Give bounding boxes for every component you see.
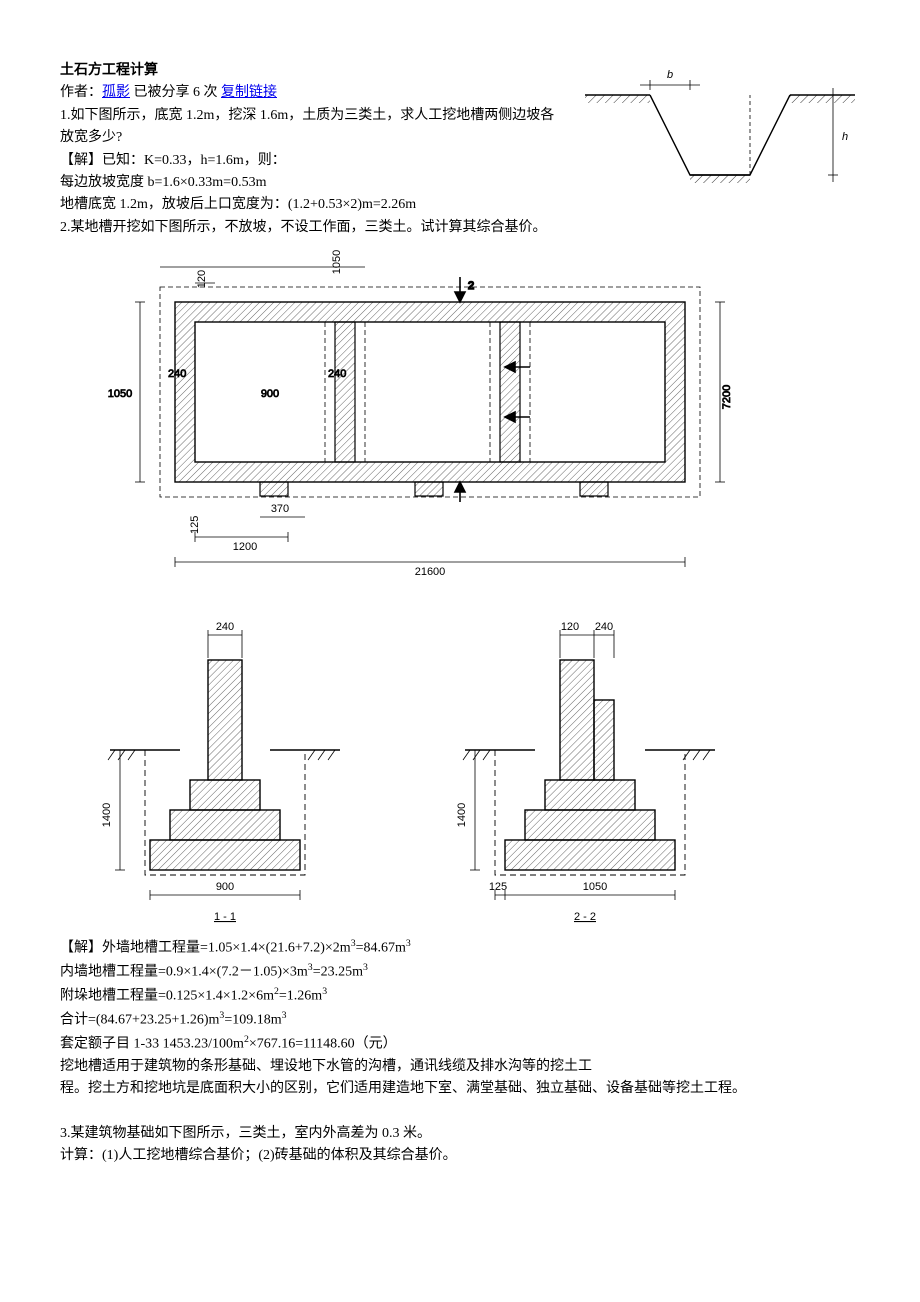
author-link[interactable]: 孤影 xyxy=(102,85,130,100)
svg-text:h: h xyxy=(842,131,848,143)
sol-l3: 附垛地槽工程量=0.125×1.4×1.2×6m2=1.26m3 xyxy=(60,984,860,1008)
svg-text:1050: 1050 xyxy=(583,881,607,893)
section-1-1-diagram: 240 1400 900 1 - 1 xyxy=(60,600,390,930)
svg-text:125: 125 xyxy=(489,881,507,893)
q1-line2: 【解】已知：K=0.33，h=1.6m，则： xyxy=(60,150,560,172)
svg-text:120: 120 xyxy=(561,621,579,633)
svg-text:7200: 7200 xyxy=(721,385,733,409)
svg-text:1050: 1050 xyxy=(108,388,132,400)
sol-l2: 内墙地槽工程量=0.9×1.4×(7.2－1.05)×3m3=23.25m3 xyxy=(60,960,860,984)
q2-intro: 2.某地槽开挖如下图所示，不放坡，不设工作面，三类土。试计算其综合基价。 xyxy=(60,217,860,239)
svg-text:b: b xyxy=(667,69,673,81)
svg-text:240: 240 xyxy=(168,368,186,380)
svg-text:2: 2 xyxy=(468,280,474,292)
svg-text:125: 125 xyxy=(189,516,201,534)
q1-line4: 地槽底宽 1.2m，放坡后上口宽度为：(1.2+0.53×2)m=2.26m xyxy=(60,194,860,216)
shared-text: 已被分享 6 次 xyxy=(130,85,221,100)
copy-link[interactable]: 复制链接 xyxy=(221,85,277,100)
svg-text:240: 240 xyxy=(216,621,234,633)
svg-text:1200: 1200 xyxy=(233,541,257,553)
sol-l1: 【解】外墙地槽工程量=1.05×1.4×(21.6+7.2)×2m3=84.67… xyxy=(60,936,860,960)
svg-text:2 - 2: 2 - 2 xyxy=(574,911,596,923)
slope-cross-section-diagram: b h xyxy=(580,60,860,190)
svg-text:240: 240 xyxy=(595,621,613,633)
svg-text:240: 240 xyxy=(328,368,346,380)
svg-text:21600: 21600 xyxy=(415,566,446,577)
svg-text:1050: 1050 xyxy=(331,250,343,274)
sol-l7: 程。挖土方和挖地坑是底面积大小的区别，它们适用建造地下室、满堂基础、独立基础、设… xyxy=(60,1078,860,1100)
svg-text:900: 900 xyxy=(261,388,279,400)
svg-text:1400: 1400 xyxy=(456,802,468,826)
sol-l5: 套定额子目 1-33 1453.23/100m2×767.16=11148.60… xyxy=(60,1032,860,1056)
foundation-plan-diagram: 2 1050 120 1050 240 240 900 7200 370 125… xyxy=(60,247,760,577)
svg-text:370: 370 xyxy=(271,503,289,515)
svg-text:120: 120 xyxy=(196,270,208,288)
byline: 作者：孤影 已被分享 6 次 复制链接 xyxy=(60,82,560,104)
svg-text:1 - 1: 1 - 1 xyxy=(214,911,236,923)
q1-line3: 每边放坡宽度 b=1.6×0.33m=0.53m xyxy=(60,172,560,194)
q3-l2: 计算：(1)人工挖地槽综合基价；(2)砖基础的体积及其综合基价。 xyxy=(60,1145,860,1167)
sol-l6: 挖地槽适用于建筑物的条形基础、埋设地下水管的沟槽，通讯线缆及排水沟等的挖土工 xyxy=(60,1056,860,1078)
author-prefix: 作者： xyxy=(60,85,102,100)
section-2-2-diagram: 120 240 1400 125 1050 2 - 2 xyxy=(420,600,750,930)
svg-text:1400: 1400 xyxy=(101,802,113,826)
page-title: 土石方工程计算 xyxy=(60,60,560,82)
q1-line1: 1.如下图所示，底宽 1.2m，挖深 1.6m，土质为三类土，求人工挖地槽两侧边… xyxy=(60,105,560,150)
svg-text:900: 900 xyxy=(216,881,234,893)
q3-l1: 3.某建筑物基础如下图所示，三类土，室内外高差为 0.3 米。 xyxy=(60,1123,860,1145)
sol-l4: 合计=(84.67+23.25+1.26)m3=109.18m3 xyxy=(60,1008,860,1032)
